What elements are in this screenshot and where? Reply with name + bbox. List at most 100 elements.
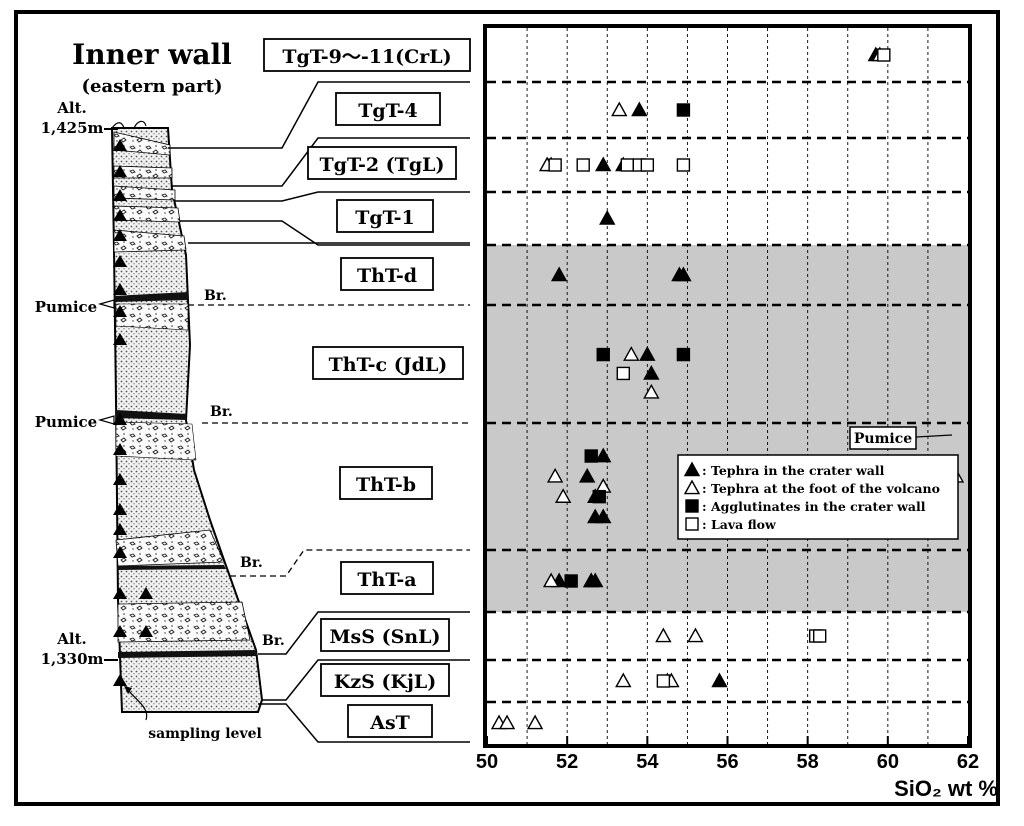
layer-pumice-lower <box>116 410 186 420</box>
data-point <box>643 364 660 380</box>
unit-label-text: ThT-b <box>356 474 416 496</box>
column-sample-triangle <box>113 674 127 686</box>
data-point <box>599 210 616 225</box>
data-points <box>490 46 965 730</box>
legend-label: : Agglutinates in the crater wall <box>702 499 926 514</box>
column-sample-triangle <box>113 165 127 177</box>
legend-label: : Tephra in the crater wall <box>702 463 885 478</box>
unit-label: TgT-4 <box>335 92 441 126</box>
unit-label: AsT <box>347 704 433 738</box>
unit-label-box <box>340 257 434 291</box>
layer-mss-base <box>118 650 258 658</box>
x-axis-label: SiO₂ wt % <box>894 776 998 801</box>
unit-label-box <box>307 146 457 180</box>
data-point <box>576 158 590 172</box>
unit-label-text: TgT-1 <box>355 207 415 229</box>
unit-label-text: TgT-9〜-11(CrL) <box>282 46 451 68</box>
column-sample-triangle <box>113 443 127 455</box>
unit-label-text: ThT-c (JdL) <box>329 354 448 376</box>
data-point <box>620 158 634 172</box>
data-point <box>546 467 564 483</box>
layer-tgt4 <box>113 165 173 179</box>
column-sample-triangle <box>113 209 127 221</box>
column-sample-triangle <box>113 473 127 485</box>
unit-label: MsS (SnL) <box>320 618 450 652</box>
pumice-annotation: Pumice <box>849 426 952 450</box>
break-label-3: Br. <box>240 555 263 571</box>
section-subtitle: (eastern part) <box>82 76 223 97</box>
data-point <box>595 508 612 524</box>
column-sample-triangle <box>113 305 127 317</box>
break-label-1: Br. <box>204 288 227 304</box>
column-sample-triangle <box>113 546 127 558</box>
unit-label-column: TgT-9〜-11(CrL) TgT-4 TgT-2 (TgL) TgT-1 ThT-d… <box>263 38 471 738</box>
x-tick-label: 52 <box>556 751 578 773</box>
x-tick-label: 54 <box>636 751 659 773</box>
alt-top-value: 1,425m <box>41 119 104 137</box>
alt-bottom-label: Alt. <box>56 630 87 648</box>
figure-frame <box>14 10 1000 806</box>
unit-label-box <box>320 618 450 652</box>
section-title: Inner wall <box>72 38 232 71</box>
pumice-label-lower: Pumice <box>35 413 97 431</box>
data-point <box>548 158 562 172</box>
column-sample-triangle <box>113 229 127 241</box>
unit-label-box <box>312 346 464 380</box>
legend: : Tephra in the crater wall: Tephra at t… <box>677 454 959 540</box>
data-point <box>596 347 610 362</box>
data-point <box>615 672 632 688</box>
unit-label-box <box>320 663 450 697</box>
layer-thtc-top <box>115 303 189 331</box>
unit-label: ThT-c (JdL) <box>312 346 464 380</box>
layer-thtb-top <box>115 421 197 461</box>
data-point <box>711 672 728 688</box>
data-point <box>592 489 606 504</box>
stratigraphic-column <box>110 120 264 713</box>
data-point <box>542 572 560 588</box>
unit-label-box <box>336 199 434 233</box>
data-point <box>812 629 827 643</box>
column-sample-marks <box>113 139 153 686</box>
x-ticks: 50 52 54 56 58 60 62 <box>476 736 979 773</box>
layer-tgt1 <box>113 205 181 223</box>
alt-top-label: Alt. <box>56 99 87 117</box>
column-sample-triangle <box>139 625 153 637</box>
data-point <box>676 103 691 117</box>
data-point <box>554 488 572 503</box>
data-point <box>676 347 691 362</box>
unit-label: TgT-1 <box>336 199 434 233</box>
data-point <box>526 714 544 730</box>
data-point <box>550 266 568 282</box>
chart-grid <box>526 28 929 744</box>
column-sample-triangle <box>113 523 127 535</box>
break-label-4: Br. <box>262 633 285 649</box>
x-tick-label: 50 <box>476 751 498 773</box>
unit-label: ThT-b <box>339 466 433 500</box>
unit-label: ThT-d <box>340 257 434 291</box>
data-point <box>579 467 596 483</box>
x-tick-label: 62 <box>957 751 979 773</box>
column-sample-triangle <box>113 333 127 345</box>
data-point <box>587 572 604 588</box>
legend-label: : Lava flow <box>702 517 777 532</box>
data-point <box>623 346 640 361</box>
unit-label-text: MsS (SnL) <box>330 626 441 648</box>
column-sample-triangle <box>113 283 127 295</box>
unit-label-text: ThT-a <box>357 569 416 591</box>
break-label-2: Br. <box>210 404 233 420</box>
data-point <box>611 101 628 117</box>
data-point <box>877 48 891 62</box>
layer-tgt2 <box>113 185 176 201</box>
column-sample-triangle <box>113 503 127 515</box>
data-point <box>631 101 648 117</box>
unit-label-box <box>339 466 433 500</box>
data-point <box>564 574 578 588</box>
legend-box <box>677 454 959 540</box>
unit-label: TgT-9〜-11(CrL) <box>263 38 471 72</box>
data-point <box>656 674 671 688</box>
unit-separators <box>487 80 968 704</box>
data-point <box>639 346 656 361</box>
unit-label-box <box>263 38 471 72</box>
x-tick-label: 58 <box>797 751 819 773</box>
legend-marker <box>685 517 699 531</box>
